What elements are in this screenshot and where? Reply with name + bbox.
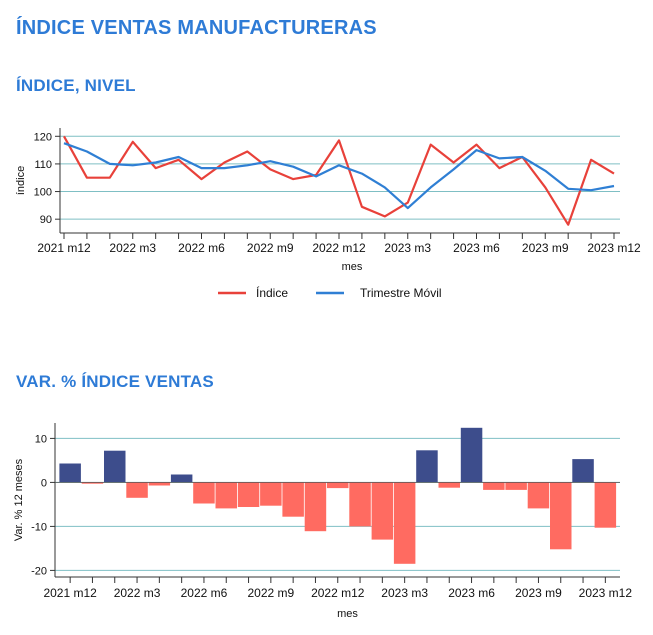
series-line-trimestre-movil bbox=[63, 142, 615, 210]
y-axis-label: índice bbox=[15, 166, 27, 195]
bar bbox=[550, 482, 572, 550]
bar bbox=[505, 482, 527, 490]
x-axis-label: mes bbox=[337, 608, 358, 620]
x-tick-label: 2022 m3 bbox=[109, 241, 156, 255]
x-tick-label: 2021 m12 bbox=[37, 241, 91, 255]
bar bbox=[104, 450, 126, 483]
bar bbox=[59, 463, 81, 483]
bar bbox=[215, 482, 237, 509]
bar bbox=[527, 482, 550, 509]
x-tick-label: 2022 m9 bbox=[247, 241, 294, 255]
bar bbox=[438, 482, 460, 488]
bar bbox=[237, 482, 260, 507]
y-tick-label: 100 bbox=[34, 187, 52, 199]
series-line-indice bbox=[63, 135, 615, 226]
y-tick-label: 120 bbox=[34, 131, 52, 143]
x-tick-label: 2022 m12 bbox=[312, 241, 366, 255]
bar bbox=[126, 482, 148, 498]
y-axis-label: Var. % 12 meses bbox=[13, 458, 25, 541]
bar bbox=[81, 482, 104, 484]
x-tick-label: 2023 m12 bbox=[587, 241, 641, 255]
x-tick-label: 2023 m9 bbox=[522, 241, 569, 255]
bar bbox=[572, 459, 594, 483]
bar bbox=[460, 427, 483, 483]
x-tick-label: 2022 m6 bbox=[181, 586, 228, 600]
x-tick-label: 2023 m9 bbox=[515, 586, 562, 600]
y-tick-label: 10 bbox=[35, 433, 47, 445]
line-chart-title: ÍNDICE, NIVEL bbox=[16, 76, 136, 95]
x-tick-label: 2023 m3 bbox=[384, 241, 431, 255]
x-tick-label: 2023 m6 bbox=[448, 586, 495, 600]
x-tick-label: 2023 m3 bbox=[381, 586, 428, 600]
y-tick-label: 90 bbox=[40, 214, 52, 226]
bar-chart: -20 -10 0 10 2021 m12 2022 m3 2022 m6 2022 m9 20… bbox=[13, 423, 633, 620]
x-tick-label: 2023 m12 bbox=[579, 586, 633, 600]
x-tick-label: 2022 m6 bbox=[178, 241, 225, 255]
bar bbox=[594, 482, 617, 528]
x-tick-label: 2022 m9 bbox=[247, 586, 294, 600]
bar bbox=[193, 482, 215, 504]
legend-label: Índice bbox=[256, 285, 288, 300]
y-tick-label: -20 bbox=[31, 565, 47, 577]
bar bbox=[327, 482, 349, 489]
x-tick-label: 2023 m6 bbox=[453, 241, 500, 255]
bar bbox=[304, 482, 327, 532]
bar bbox=[282, 482, 304, 517]
bar bbox=[393, 482, 416, 564]
bar bbox=[371, 482, 394, 540]
y-tick-label: 0 bbox=[41, 477, 47, 489]
line-chart: 90 100 110 120 2021 m12 2022 m3 2022 m6 2022 m9… bbox=[15, 128, 641, 300]
bar bbox=[148, 482, 171, 486]
bar bbox=[349, 482, 371, 527]
bar-chart-title: VAR. % ÍNDICE VENTAS bbox=[16, 372, 214, 391]
page-title: ÍNDICE VENTAS MANUFACTURERAS bbox=[16, 17, 377, 39]
x-tick-label: 2022 m3 bbox=[114, 586, 161, 600]
legend-label: Trimestre Móvil bbox=[360, 286, 442, 300]
bar bbox=[260, 482, 282, 506]
x-tick-label: 2022 m12 bbox=[311, 586, 365, 600]
bar bbox=[170, 474, 193, 483]
x-axis-label: mes bbox=[342, 261, 363, 273]
bar bbox=[483, 482, 505, 490]
y-tick-label: 110 bbox=[34, 159, 52, 171]
y-tick-label: -10 bbox=[31, 521, 47, 533]
x-tick-label: 2021 m12 bbox=[43, 586, 97, 600]
bar bbox=[416, 450, 438, 483]
